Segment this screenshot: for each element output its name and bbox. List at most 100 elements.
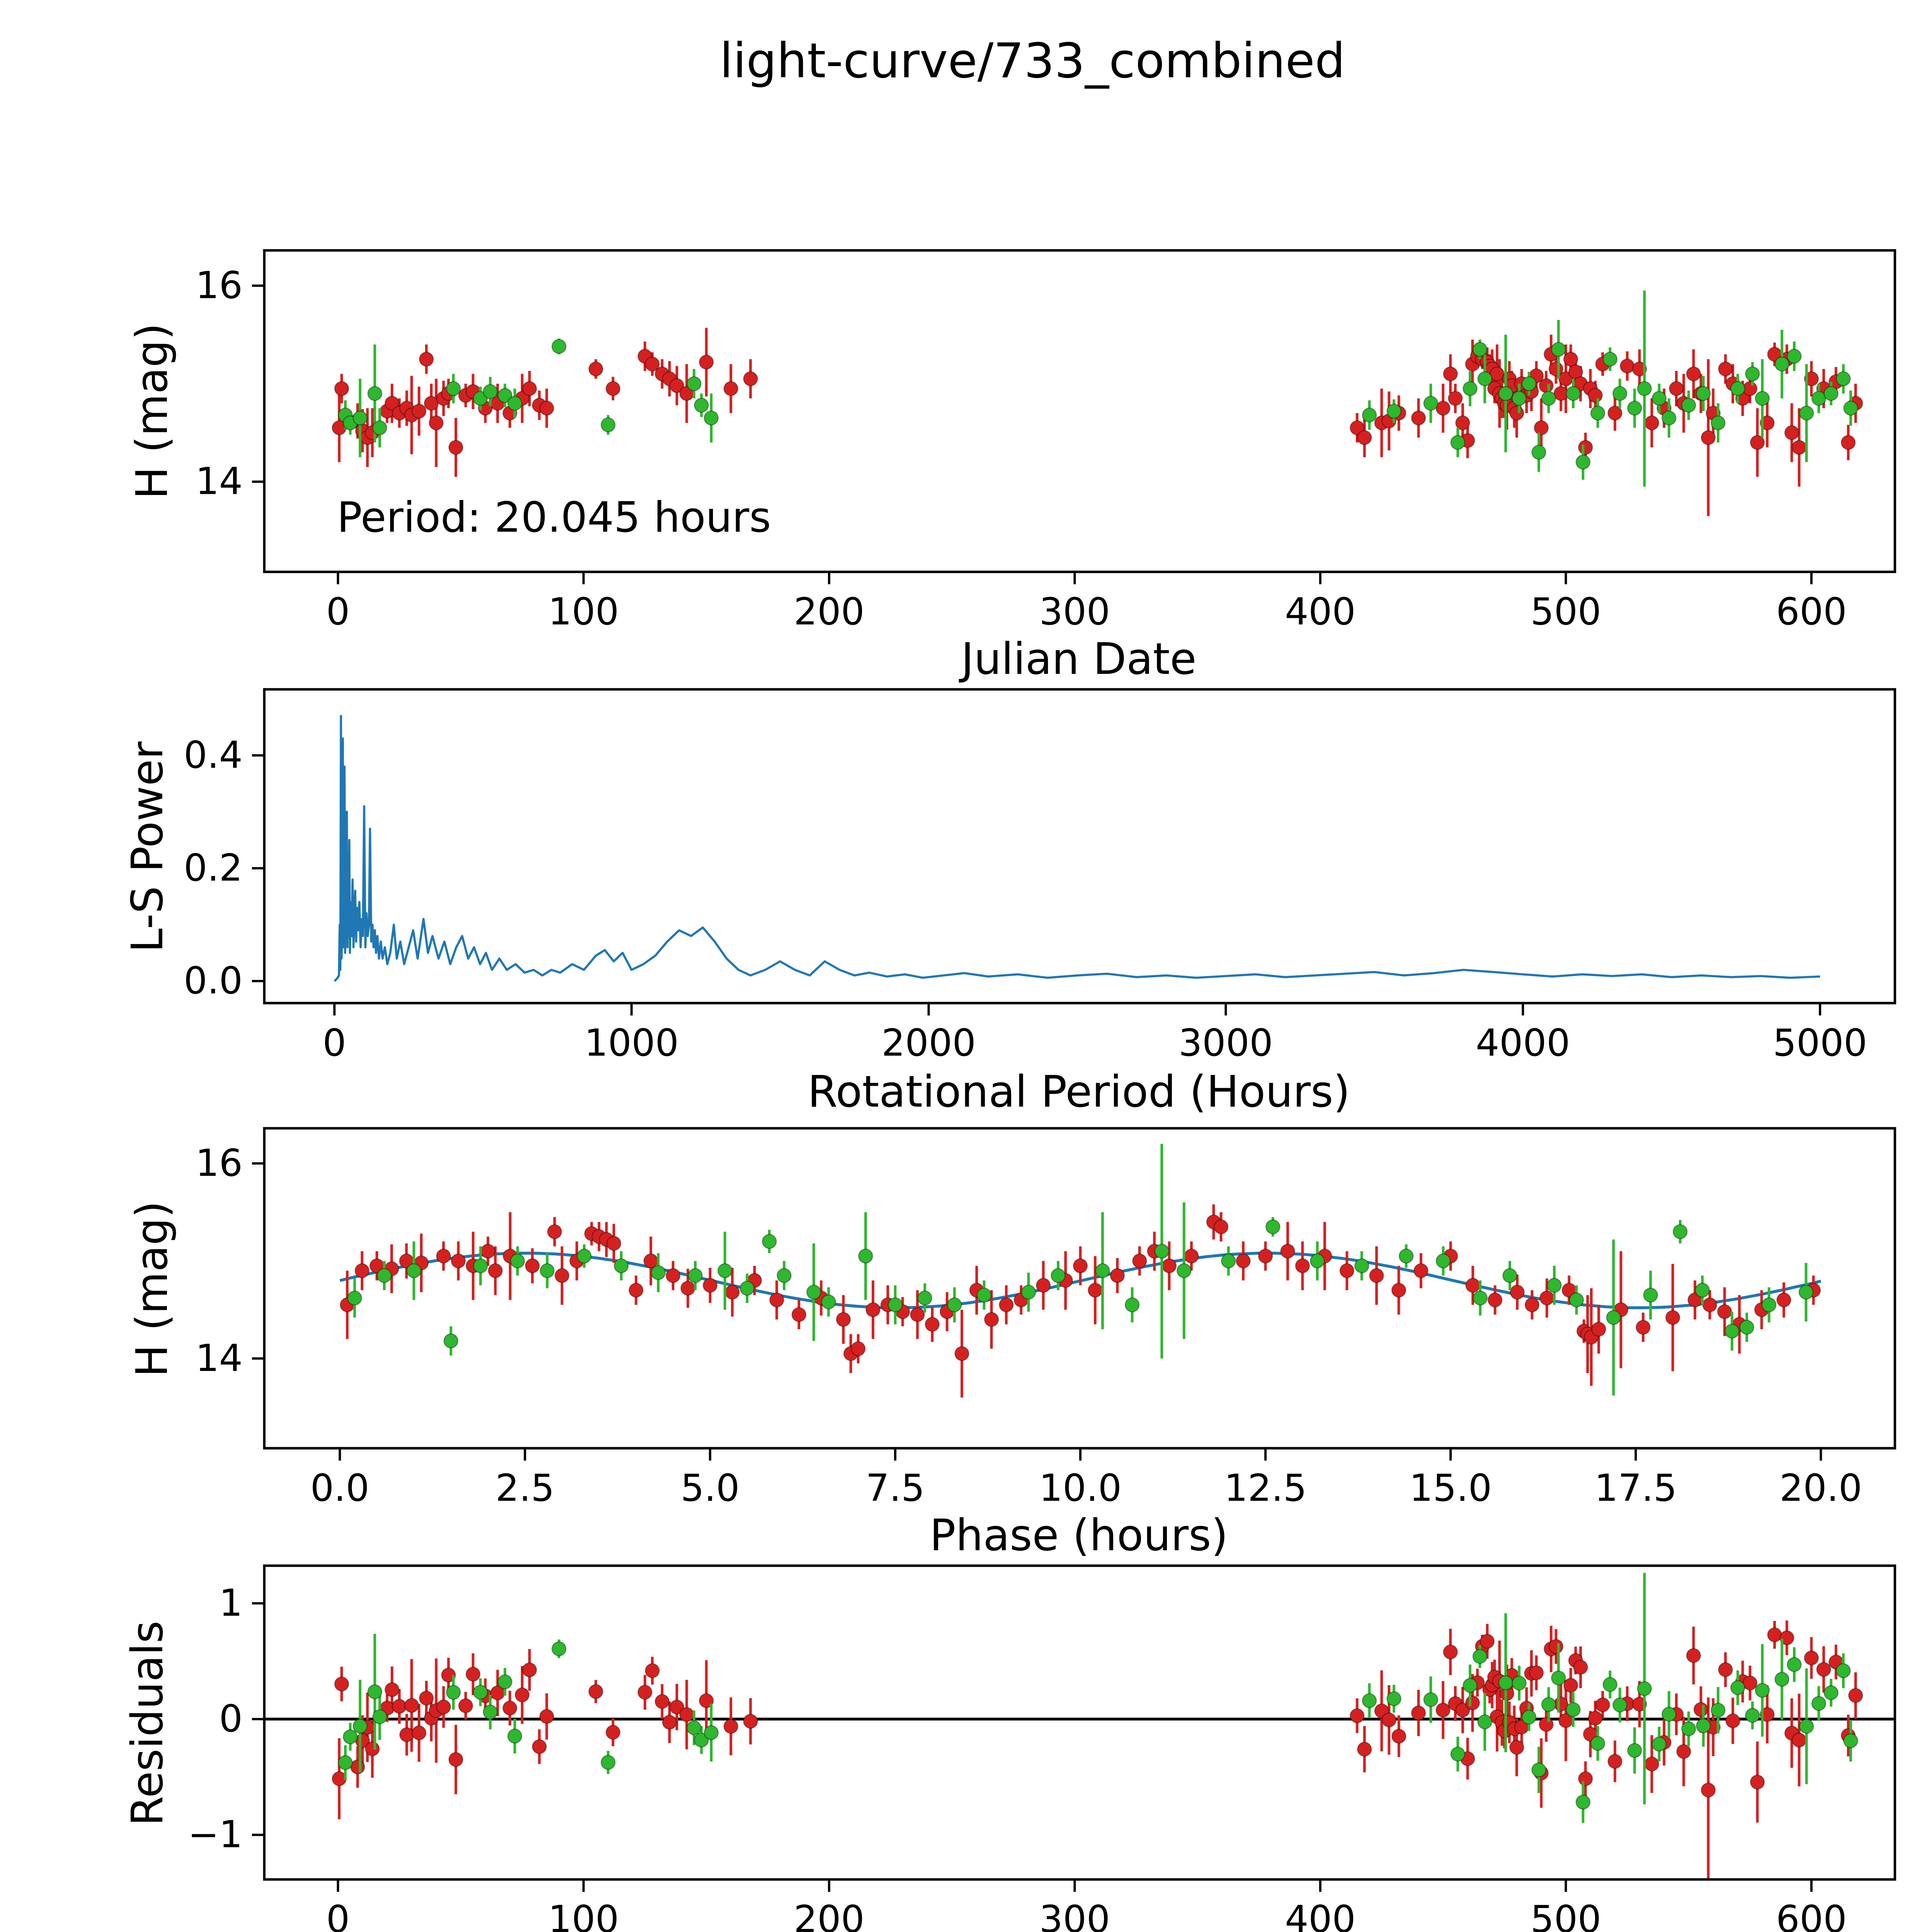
- green-data-point: [1811, 1696, 1827, 1711]
- green-data-point: [446, 1685, 461, 1700]
- green-data-point: [372, 1709, 388, 1725]
- red-data-point: [1619, 358, 1635, 374]
- green-data-point: [1398, 1248, 1414, 1264]
- x-tick-label: 400: [1285, 590, 1355, 633]
- green-data-point: [510, 1253, 525, 1269]
- green-data-point: [776, 1268, 792, 1283]
- red-data-point: [1791, 440, 1807, 455]
- red-data-point: [1701, 1782, 1716, 1798]
- red-data-point: [1539, 378, 1554, 393]
- green-data-point: [551, 339, 567, 354]
- green-data-point: [1473, 1290, 1488, 1306]
- red-data-point: [1717, 1304, 1732, 1319]
- green-data-point: [343, 1729, 358, 1745]
- green-data-point: [686, 376, 702, 391]
- green-data-point: [762, 1234, 777, 1249]
- red-data-point: [662, 1714, 677, 1730]
- green-data-point: [1843, 1733, 1859, 1748]
- red-data-point: [539, 400, 554, 416]
- x-tick-label: 2.5: [495, 1466, 554, 1510]
- red-data-point: [1791, 1732, 1807, 1748]
- green-data-point: [352, 410, 368, 426]
- red-data-point: [465, 1667, 481, 1682]
- red-data-point: [1588, 1711, 1603, 1726]
- red-data-point: [1539, 1717, 1554, 1732]
- y-tick-label: −1: [188, 1813, 243, 1856]
- red-data-point: [699, 354, 714, 370]
- x-tick-label: 300: [1039, 1898, 1110, 1932]
- green-data-point: [347, 1290, 362, 1306]
- red-data-point: [1578, 1771, 1593, 1786]
- green-data-point: [1627, 400, 1642, 416]
- green-data-point: [1498, 386, 1514, 401]
- green-data-point: [1566, 1702, 1581, 1717]
- green-data-point: [1575, 1794, 1591, 1810]
- y-tick-label: 16: [196, 1141, 243, 1185]
- red-data-point: [1548, 1639, 1564, 1654]
- red-data-point: [1184, 1248, 1199, 1264]
- x-tick-label: 0: [323, 1021, 346, 1065]
- green-data-point: [1021, 1284, 1036, 1300]
- red-data-point: [384, 1682, 400, 1697]
- green-data-point: [483, 384, 498, 399]
- red-data-point: [1132, 1253, 1147, 1269]
- red-data-point: [1357, 430, 1372, 445]
- red-data-point: [1607, 1753, 1622, 1769]
- x-tick-label: 15.0: [1409, 1466, 1492, 1510]
- y-axis-label: H (mag): [127, 323, 177, 499]
- red-data-point: [1110, 1268, 1125, 1283]
- red-data-point: [1391, 1282, 1406, 1298]
- green-data-point: [1643, 1287, 1658, 1303]
- green-data-point: [1450, 435, 1466, 450]
- red-data-point: [334, 381, 349, 396]
- red-data-point: [699, 1693, 714, 1708]
- red-data-point: [1848, 1688, 1863, 1703]
- red-data-point: [1529, 1665, 1544, 1680]
- red-data-point: [411, 403, 427, 419]
- plot-area: [264, 1573, 1895, 1879]
- red-data-point: [1665, 1310, 1680, 1325]
- red-data-point: [522, 381, 537, 396]
- green-data-point: [1711, 1702, 1726, 1718]
- red-data-point: [1693, 1702, 1709, 1717]
- red-data-point: [1573, 1660, 1588, 1675]
- red-data-point: [429, 415, 444, 430]
- green-data-point: [1472, 1649, 1488, 1664]
- green-data-point: [1774, 1672, 1790, 1687]
- red-data-point: [984, 1312, 999, 1327]
- green-data-point: [717, 1263, 733, 1278]
- green-data-point: [1450, 1747, 1466, 1762]
- red-data-point: [1588, 388, 1603, 403]
- red-data-point: [850, 1341, 866, 1356]
- red-data-point: [1718, 1662, 1733, 1677]
- green-data-point: [1362, 407, 1377, 423]
- red-data-point: [1563, 352, 1578, 367]
- green-data-point: [858, 1248, 873, 1264]
- green-data-point: [473, 1685, 488, 1700]
- red-data-point: [910, 1307, 925, 1322]
- green-data-point: [1787, 349, 1802, 364]
- green-data-point: [1362, 1693, 1377, 1708]
- green-data-point: [1637, 1681, 1652, 1696]
- red-data-point: [1767, 1627, 1782, 1643]
- red-data-point: [514, 1687, 530, 1702]
- red-data-point: [488, 1263, 503, 1278]
- red-data-point: [723, 381, 738, 396]
- green-data-point: [1730, 381, 1745, 396]
- x-tick-label: 500: [1531, 1898, 1601, 1932]
- red-data-point: [436, 1699, 451, 1714]
- green-data-point: [1661, 410, 1677, 426]
- green-data-point: [507, 396, 522, 411]
- red-data-point: [1413, 1263, 1429, 1278]
- red-data-point: [743, 371, 758, 386]
- red-data-point: [1411, 1705, 1426, 1721]
- red-data-point: [1578, 440, 1593, 455]
- green-data-point: [1811, 391, 1827, 406]
- x-tick-label: 7.5: [866, 1466, 925, 1510]
- green-data-point: [352, 1718, 368, 1734]
- red-data-point: [451, 1253, 466, 1269]
- red-data-point: [1443, 1644, 1458, 1660]
- x-tick-label: 100: [548, 1898, 619, 1932]
- red-data-point: [1480, 1634, 1495, 1649]
- green-data-point: [1612, 1697, 1628, 1713]
